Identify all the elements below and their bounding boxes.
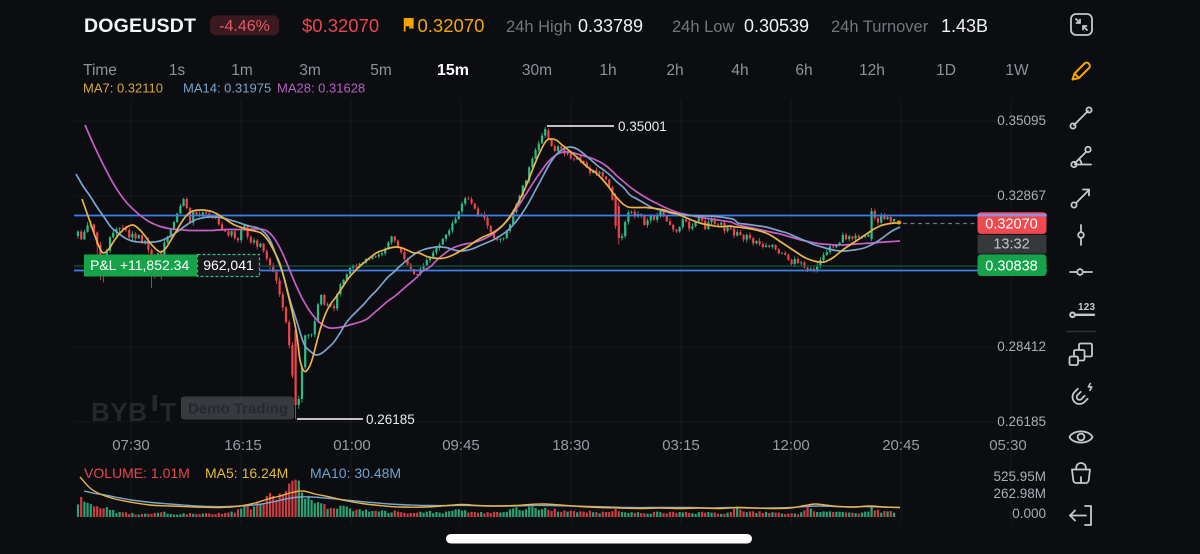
svg-text:12h: 12h: [859, 62, 885, 79]
svg-text:MA14: 0.31975: MA14: 0.31975: [183, 81, 271, 96]
svg-text:1.43B: 1.43B: [941, 16, 988, 36]
svg-text:MA5: 16.24M: MA5: 16.24M: [205, 465, 288, 481]
svg-text:Time: Time: [83, 62, 117, 79]
svg-text:16:15: 16:15: [224, 437, 262, 454]
svg-text:$0.32070: $0.32070: [302, 15, 379, 36]
svg-text:0.30838: 0.30838: [985, 259, 1037, 275]
svg-text:MA7: 0.32110: MA7: 0.32110: [83, 81, 163, 96]
svg-text:18:30: 18:30: [552, 437, 590, 454]
svg-text:20:45: 20:45: [882, 437, 920, 454]
svg-text:15m: 15m: [437, 62, 469, 79]
svg-text:Demo Trading: Demo Trading: [188, 401, 288, 418]
svg-text:07:30: 07:30: [112, 437, 150, 454]
svg-text:BYB: BYB: [91, 397, 147, 427]
svg-text:0.35095: 0.35095: [997, 113, 1046, 128]
svg-text:0.30539: 0.30539: [744, 16, 809, 36]
svg-text:T: T: [160, 397, 176, 427]
svg-text:1m: 1m: [231, 62, 253, 79]
svg-text:1h: 1h: [599, 62, 616, 79]
svg-text:0.32070: 0.32070: [418, 15, 485, 36]
svg-text:09:45: 09:45: [442, 437, 480, 454]
svg-text:1s: 1s: [169, 62, 186, 79]
svg-text:0.28412: 0.28412: [997, 339, 1046, 354]
svg-text:6h: 6h: [795, 62, 812, 79]
svg-text:0.32070: 0.32070: [985, 217, 1037, 233]
svg-text:P&L +11,852.34: P&L +11,852.34: [90, 257, 189, 273]
svg-text:1D: 1D: [936, 62, 956, 79]
svg-text:2h: 2h: [666, 62, 683, 79]
svg-text:DOGEUSDT: DOGEUSDT: [84, 15, 196, 37]
svg-text:13:32: 13:32: [993, 237, 1029, 253]
svg-text:0.35001: 0.35001: [618, 119, 667, 134]
svg-text:05:30: 05:30: [989, 437, 1027, 454]
svg-text:12:00: 12:00: [772, 437, 810, 454]
svg-text:-4.46%: -4.46%: [219, 18, 270, 35]
svg-text:30m: 30m: [522, 62, 552, 79]
svg-text:0.000: 0.000: [1012, 506, 1046, 521]
svg-text:VOLUME: 1.01M: VOLUME: 1.01M: [84, 465, 190, 481]
svg-text:525.95M: 525.95M: [993, 469, 1046, 484]
svg-text:24h Low: 24h Low: [672, 18, 734, 36]
svg-text:MA28: 0.31628: MA28: 0.31628: [277, 81, 365, 96]
svg-text:0.26185: 0.26185: [366, 412, 415, 427]
svg-text:262.98M: 262.98M: [993, 486, 1046, 501]
svg-text:0.32867: 0.32867: [997, 188, 1046, 203]
svg-text:03:15: 03:15: [662, 437, 700, 454]
svg-text:MA10: 30.48M: MA10: 30.48M: [310, 465, 401, 481]
svg-text:0.33789: 0.33789: [578, 16, 643, 36]
svg-text:123: 123: [1078, 302, 1096, 313]
svg-text:3m: 3m: [299, 62, 321, 79]
svg-text:962,041: 962,041: [203, 257, 254, 273]
svg-text:01:00: 01:00: [333, 437, 371, 454]
svg-text:24h High: 24h High: [506, 18, 572, 36]
svg-text:4h: 4h: [731, 62, 748, 79]
svg-text:0.26185: 0.26185: [997, 414, 1046, 429]
svg-text:1W: 1W: [1005, 62, 1029, 79]
svg-text:24h Turnover: 24h Turnover: [831, 18, 929, 36]
svg-text:5m: 5m: [370, 62, 392, 79]
